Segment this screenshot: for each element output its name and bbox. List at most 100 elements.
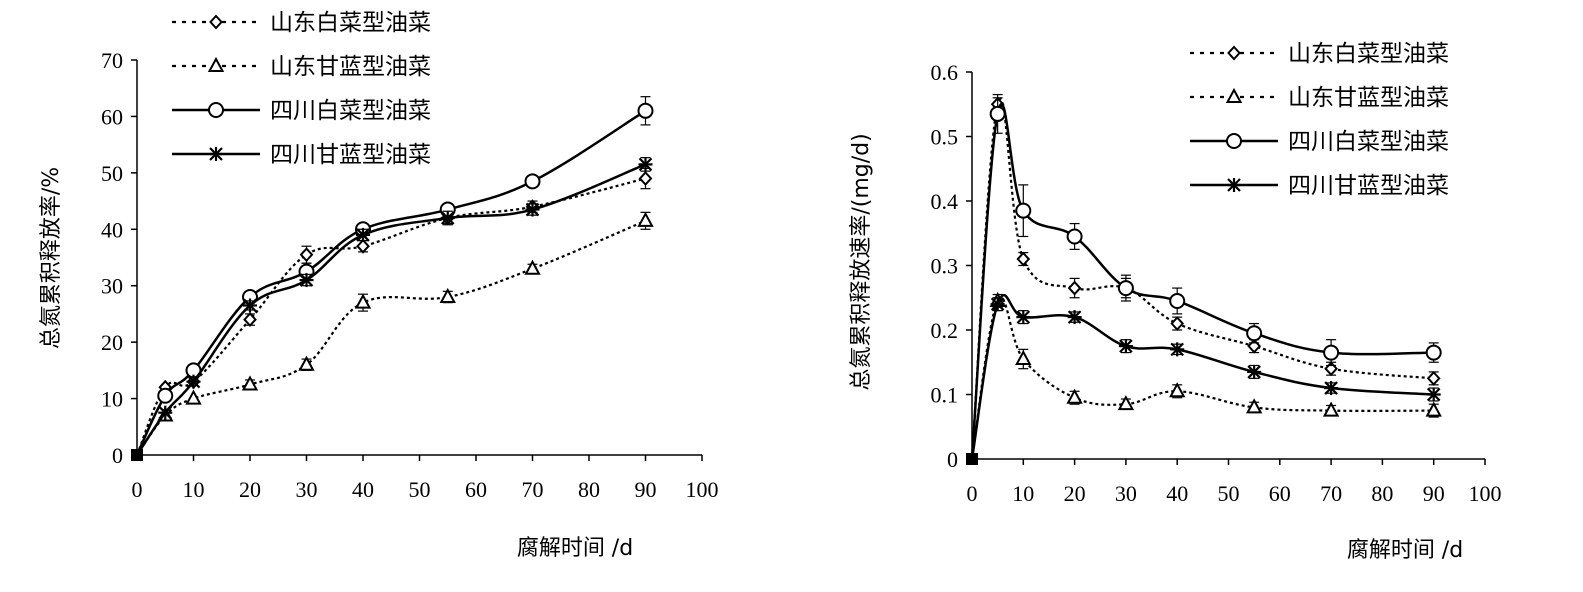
y-tick-label: 0.1 xyxy=(931,383,959,408)
x-tick-label: 80 xyxy=(1371,481,1393,506)
y-tick-label: 0 xyxy=(112,443,123,468)
data-point xyxy=(1118,339,1133,354)
legend-marker xyxy=(1226,133,1242,149)
y-tick-label: 0.5 xyxy=(931,125,959,150)
x-tick-label: 20 xyxy=(239,477,261,502)
data-point xyxy=(1322,401,1340,417)
series-4 xyxy=(131,157,653,461)
data-point xyxy=(989,105,1006,122)
data-point xyxy=(131,449,143,461)
legend-label: 四川白菜型油菜 xyxy=(270,98,431,124)
data-point xyxy=(1324,381,1339,396)
data-point xyxy=(525,202,540,217)
legend-marker xyxy=(207,56,225,72)
data-point xyxy=(1246,325,1263,342)
y-tick-label: 0 xyxy=(947,447,958,472)
data-point xyxy=(1425,344,1442,361)
data-point xyxy=(439,287,456,303)
data-point xyxy=(1067,310,1082,325)
legend-marker xyxy=(209,147,223,161)
data-point xyxy=(1117,280,1134,297)
data-point xyxy=(1323,344,1340,361)
series-1 xyxy=(131,167,653,461)
data-point xyxy=(186,374,201,389)
data-point xyxy=(524,173,541,190)
legend-marker xyxy=(209,14,223,30)
x-tick-label: 40 xyxy=(1166,481,1188,506)
data-point xyxy=(298,355,315,371)
data-point xyxy=(1245,398,1263,414)
data-point xyxy=(241,375,259,391)
legend-item: 山东白菜型油菜 xyxy=(172,10,431,36)
y-tick-label: 60 xyxy=(101,104,123,129)
data-point xyxy=(1016,251,1031,267)
y-tick-label: 40 xyxy=(101,217,123,242)
legend-item: 山东白菜型油菜 xyxy=(1190,41,1449,67)
data-point xyxy=(356,227,370,242)
data-point xyxy=(1066,388,1083,404)
data-point xyxy=(1426,370,1441,386)
x-tick-label: 10 xyxy=(1012,481,1034,506)
legend-label: 山东甘蓝型油菜 xyxy=(270,54,431,80)
x-tick-label: 90 xyxy=(1423,481,1445,506)
legend-label: 山东甘蓝型油菜 xyxy=(1288,85,1449,111)
data-point xyxy=(1425,401,1442,417)
y-tick-label: 10 xyxy=(101,387,123,412)
data-point xyxy=(1016,310,1031,325)
x-tick-label: 90 xyxy=(635,477,657,502)
legend-label: 四川白菜型油菜 xyxy=(1288,129,1449,155)
x-tick-label: 60 xyxy=(465,477,487,502)
data-point xyxy=(1169,382,1186,398)
x-tick-label: 0 xyxy=(132,477,143,502)
series-line xyxy=(136,219,646,456)
y-tick-label: 70 xyxy=(101,48,123,73)
y-tick-label: 20 xyxy=(101,330,123,355)
data-point xyxy=(356,238,370,254)
legend-label: 山东白菜型油菜 xyxy=(1288,41,1449,67)
data-point xyxy=(966,453,978,465)
legend-marker xyxy=(208,102,224,118)
series-line xyxy=(970,296,1434,460)
y-axis-label: 总氮累积释放率/% xyxy=(39,167,64,349)
legend-marker xyxy=(1227,45,1241,61)
x-tick-label: 0 xyxy=(967,481,978,506)
data-point xyxy=(158,405,173,420)
series-2 xyxy=(131,211,654,461)
legend-item: 山东甘蓝型油菜 xyxy=(172,54,431,80)
data-point xyxy=(1170,342,1185,357)
data-point xyxy=(990,297,1005,312)
legend-item: 山东甘蓝型油菜 xyxy=(1190,85,1449,111)
y-axis-label: 总氮累积释放速率/(mg/d) xyxy=(849,133,874,390)
x-tick-label: 50 xyxy=(1218,481,1240,506)
legend-marker xyxy=(1227,178,1241,192)
x-tick-label: 70 xyxy=(1320,481,1342,506)
x-tick-label: 30 xyxy=(1115,481,1137,506)
legend-label: 四川甘蓝型油菜 xyxy=(270,142,431,168)
data-point xyxy=(638,157,653,172)
data-point xyxy=(243,298,257,313)
legend-label: 山东白菜型油菜 xyxy=(270,10,431,36)
x-tick-label: 20 xyxy=(1064,481,1086,506)
series-line xyxy=(970,294,1434,460)
data-point xyxy=(1170,316,1185,332)
series-4 xyxy=(966,294,1441,465)
data-point xyxy=(157,387,174,404)
y-tick-label: 0.6 xyxy=(931,60,959,85)
chart-1: 0 10 20 30 40 50 60 70 80 90 100 0 10 20 30 40 50 60 70 腐解时… xyxy=(39,10,719,561)
data-point xyxy=(243,312,257,328)
data-point xyxy=(1426,387,1441,402)
data-point xyxy=(524,259,541,275)
data-point xyxy=(440,211,455,225)
y-tick-label: 0.2 xyxy=(931,318,959,343)
data-point xyxy=(1169,292,1186,309)
x-tick-label: 30 xyxy=(296,477,318,502)
data-point xyxy=(1066,228,1083,245)
x-axis-label: 腐解时间 /d xyxy=(517,536,633,561)
legend-item: 四川甘蓝型油菜 xyxy=(1190,173,1449,199)
series-3 xyxy=(966,93,1442,465)
data-point xyxy=(1015,202,1032,219)
data-point xyxy=(1067,280,1082,296)
series-2 xyxy=(966,291,1442,465)
